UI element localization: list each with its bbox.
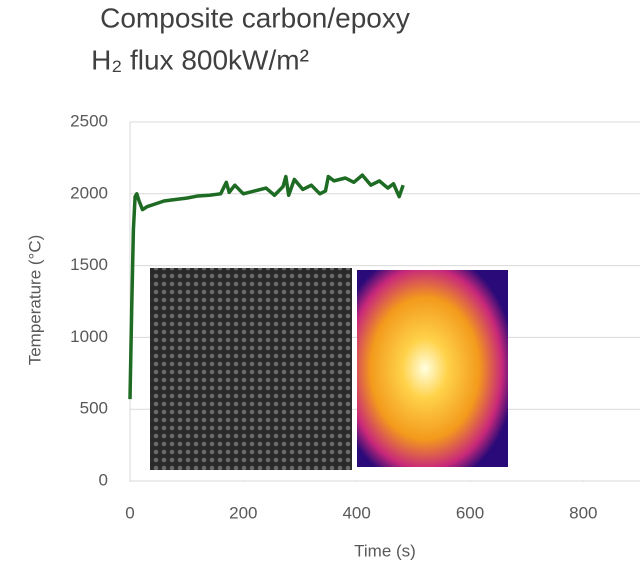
thermal-image — [357, 270, 508, 467]
x-tick-label: 400 — [342, 503, 370, 522]
chart-title: Composite carbon/epoxy — [100, 2, 410, 33]
x-tick-label: 0 — [125, 503, 134, 522]
plot — [128, 173, 405, 400]
y-tick-label: 2000 — [70, 183, 108, 202]
x-tick-label: 600 — [456, 503, 484, 522]
x-tick-label: 200 — [229, 503, 257, 522]
y-tick-label: 1000 — [70, 327, 108, 346]
data-line — [128, 173, 405, 400]
y-tick-label: 500 — [80, 399, 108, 418]
photo-sample — [150, 268, 352, 470]
y-tick-label: 1500 — [70, 255, 108, 274]
chart-title: H₂ flux 800kW/m² — [91, 44, 309, 75]
y-tick-label: 0 — [99, 470, 108, 489]
x-tick-label: 800 — [569, 503, 597, 522]
x-axis-label: Time (s) — [354, 541, 416, 560]
y-tick-label: 2500 — [70, 111, 108, 130]
y-axis-label: Temperature (°C) — [25, 235, 44, 366]
